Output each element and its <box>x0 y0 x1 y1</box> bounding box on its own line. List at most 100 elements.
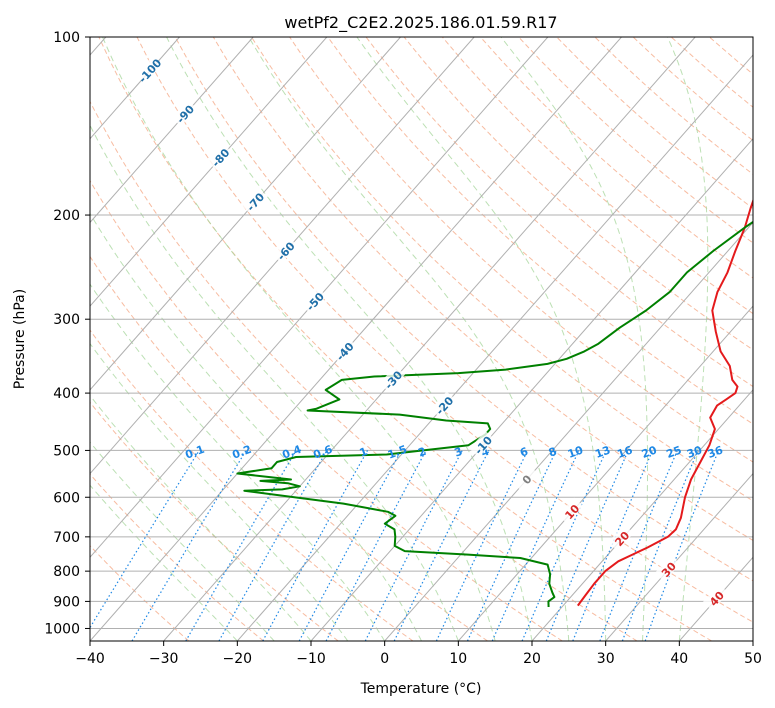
dry-adiabat <box>90 179 563 641</box>
moist-adiabat <box>90 342 349 641</box>
y-axis-label: Pressure (hPa) <box>12 289 28 389</box>
isotherm-line <box>605 472 753 641</box>
mixing-ratio-label: 0.1 <box>184 443 207 462</box>
x-tick-label: 20 <box>523 651 541 667</box>
mixing-ratio-label: 0.6 <box>311 443 334 462</box>
y-tick-label: 200 <box>53 208 80 224</box>
mixing-ratio-line <box>298 450 402 641</box>
isotherm-line <box>90 37 475 475</box>
y-tick-label: 600 <box>53 490 80 506</box>
isotherm-label-bg <box>608 524 634 551</box>
y-tick-label: 500 <box>53 443 80 459</box>
isotherm-line <box>90 37 401 391</box>
isotherm-label-bg <box>654 555 681 582</box>
mixing-ratio-line <box>644 450 720 641</box>
mixing-ratio-line <box>545 450 629 641</box>
y-tick-label: 1000 <box>44 622 80 638</box>
mixing-ratio-line <box>90 450 200 629</box>
isotherm-label-bg <box>469 430 496 458</box>
mixing-ratio-label: 1.5 <box>386 443 409 462</box>
isotherm-label-bg <box>171 99 198 127</box>
mixing-ratio-label: 3 <box>453 445 465 460</box>
isotherm-label-bg <box>702 584 729 611</box>
mixing-ratio-line <box>491 450 580 641</box>
x-tick-label: 50 <box>744 651 762 667</box>
mixing-ratio-label: 6 <box>518 445 530 460</box>
isotherm-label-bg <box>271 236 298 264</box>
isotherm-label-bg <box>206 143 233 170</box>
mixing-ratio-label: 10 <box>566 443 585 461</box>
chart-title: wetPf2_C2E2.2025.186.01.59.R17 <box>284 13 557 33</box>
axis-ticks: −40 −30 −20 −10 0 10 20 30 40 5010020030040050060… <box>44 30 762 667</box>
moist-adiabat <box>356 37 607 641</box>
x-tick-label: 40 <box>670 651 688 667</box>
dry-adiabat <box>98 37 712 641</box>
mixing-ratio-label: 30 <box>685 443 704 461</box>
moist-adiabat <box>90 441 275 641</box>
mixing-ratio-label: 36 <box>706 443 725 461</box>
mixing-ratio-label: 25 <box>665 443 684 460</box>
mixing-ratio-line <box>364 450 463 641</box>
dry-adiabat <box>90 473 264 641</box>
moist-adiabat <box>500 37 648 641</box>
isotherm-line <box>90 37 549 559</box>
data-lines <box>236 198 753 608</box>
plot-frame <box>89 36 754 642</box>
mixing-ratio-label: 13 <box>593 443 612 460</box>
plot-background <box>90 37 753 641</box>
moist-adiabat <box>667 37 709 641</box>
isotherm-line <box>236 54 753 641</box>
dewpoint-profile-line <box>236 220 753 608</box>
mixing-ratio-line <box>393 450 490 641</box>
isotherm-line <box>752 640 753 641</box>
x-tick-label: −10 <box>296 651 326 667</box>
dry-adiabat <box>90 100 638 641</box>
mixing-ratio-line <box>572 450 654 641</box>
x-tick-label: −40 <box>75 651 105 667</box>
mixing-ratio-line <box>262 450 369 641</box>
isotherm-label-bg <box>379 365 406 393</box>
mixing-ratio-line <box>599 450 678 641</box>
isotherm-line <box>384 221 753 641</box>
mixing-ratio-line <box>621 450 699 641</box>
x-axis-label: Temperature (°C) <box>360 681 482 697</box>
x-tick-label: −20 <box>223 651 253 667</box>
isotherm-line <box>90 37 622 641</box>
mixing-ratio-label: 8 <box>547 445 559 460</box>
mixing-ratio-label: 20 <box>640 443 659 461</box>
isotherm-label-bg <box>241 187 268 215</box>
isotherm-label-bg <box>512 465 539 492</box>
isotherm-line <box>90 37 254 224</box>
y-tick-label: 900 <box>53 594 80 610</box>
moist-adiabat <box>90 484 238 641</box>
isotherm-label-bg <box>430 391 457 418</box>
mixing-ratio-label: 2 <box>416 445 428 460</box>
mixing-ratio-label: 0.2 <box>230 443 253 462</box>
mixing-ratio-label: 4 <box>479 445 491 460</box>
y-tick-label: 300 <box>53 312 80 328</box>
temperature-profile-line <box>576 198 753 607</box>
moist-adiabat <box>90 124 459 641</box>
isotherm-line <box>90 37 328 307</box>
y-tick-label: 400 <box>53 386 80 402</box>
mixing-ratio-line <box>218 450 328 641</box>
moist-adiabat <box>102 37 496 641</box>
x-tick-label: −30 <box>149 651 179 667</box>
isotherm-label-bg <box>301 287 327 314</box>
dry-adiabat <box>90 255 488 641</box>
y-tick-label: 800 <box>53 564 80 580</box>
isotherm-line <box>90 37 180 140</box>
mixing-ratio-label: 1 <box>358 445 370 460</box>
moist-adiabat <box>248 37 570 641</box>
mixing-ratio-line <box>521 450 607 641</box>
x-tick-label: 10 <box>449 651 467 667</box>
moist-adiabat <box>90 283 386 641</box>
moist-adiabat <box>166 37 533 641</box>
isotherm-label-bg <box>330 337 357 364</box>
isotherm-label-bg <box>135 56 162 83</box>
isotherm-line <box>457 305 753 641</box>
dry-adiabat <box>90 401 339 641</box>
y-tick-label: 100 <box>53 30 80 46</box>
isotherm-line <box>310 137 753 641</box>
